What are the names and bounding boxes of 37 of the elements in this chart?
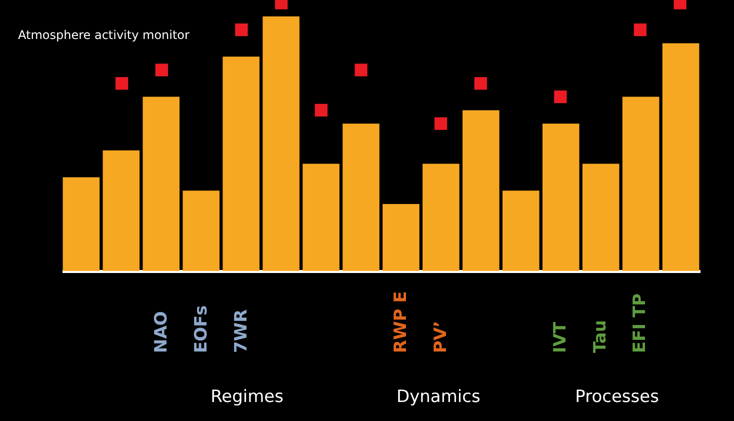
bar bbox=[302, 164, 340, 271]
point bbox=[434, 117, 448, 130]
bar bbox=[382, 204, 420, 271]
bar bbox=[222, 56, 260, 271]
text: Atmosphere activity monitor bbox=[18, 28, 190, 42]
bar bbox=[662, 43, 700, 271]
x-tick-label: IVT bbox=[550, 322, 570, 353]
bar bbox=[342, 124, 380, 271]
x-tick-label: Tau bbox=[590, 320, 610, 353]
text: Processes bbox=[575, 387, 660, 407]
point bbox=[115, 77, 128, 90]
text: Dynamics bbox=[396, 387, 480, 407]
x-tick-label: PV’ bbox=[430, 320, 451, 353]
bar bbox=[542, 124, 580, 271]
point bbox=[554, 90, 567, 104]
point bbox=[354, 64, 368, 76]
bar bbox=[502, 190, 540, 271]
bar bbox=[142, 96, 180, 271]
bar bbox=[462, 110, 500, 271]
bar bbox=[262, 16, 300, 271]
bar bbox=[622, 96, 660, 271]
point bbox=[634, 23, 647, 36]
x-tick-label: RWP E bbox=[390, 291, 411, 353]
point bbox=[474, 77, 488, 90]
x-tick-label: EOFs bbox=[192, 305, 212, 353]
x-tick-label: 7WR bbox=[231, 309, 252, 353]
bar bbox=[582, 164, 620, 271]
x-tick-label: EFI TP bbox=[630, 293, 650, 353]
text: Regimes bbox=[210, 387, 284, 407]
bar bbox=[62, 177, 100, 271]
bar bbox=[422, 164, 460, 271]
point bbox=[314, 104, 328, 117]
bar bbox=[102, 150, 140, 271]
point bbox=[155, 64, 168, 76]
point bbox=[235, 23, 248, 36]
bar bbox=[182, 190, 220, 271]
x-tick-label: NAO bbox=[152, 311, 172, 353]
